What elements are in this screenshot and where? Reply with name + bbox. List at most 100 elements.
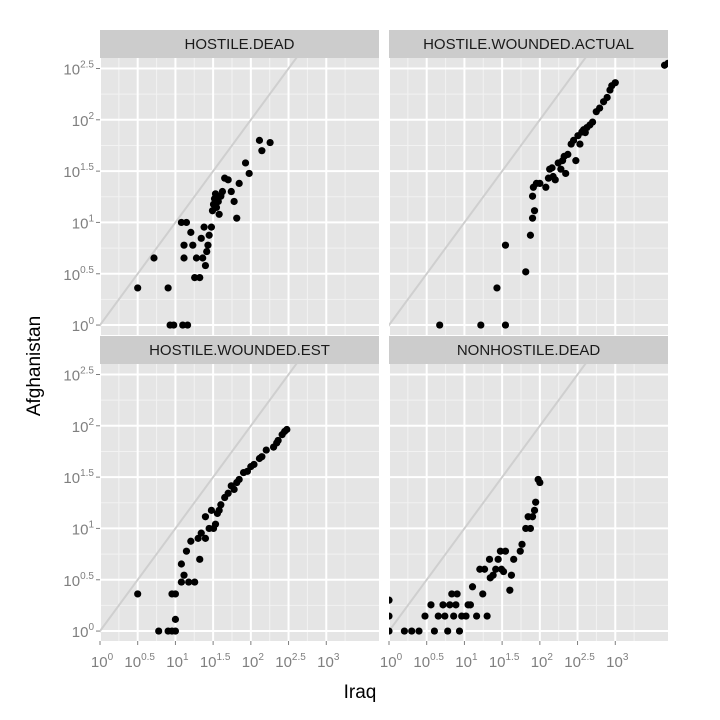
data-point: [528, 513, 537, 521]
data-point: [516, 547, 524, 555]
data-point: [506, 586, 514, 594]
panel-grid: [100, 364, 379, 641]
data-point: [258, 453, 266, 461]
x-tick-exponent: 0: [108, 652, 114, 663]
data-point: [532, 498, 540, 506]
y-tick-exponent: 1.5: [80, 468, 94, 479]
x-tick-label: 100.5: [413, 652, 444, 671]
data-point: [551, 176, 559, 184]
x-tick-base: 10: [606, 654, 623, 671]
data-point: [199, 254, 207, 262]
x-tick-label: 101.5: [200, 652, 231, 671]
data-point: [389, 612, 393, 620]
x-tick-base: 10: [317, 654, 334, 671]
facet-panel: HOSTILE.WOUNDED.EST: [100, 336, 379, 641]
data-point: [557, 165, 565, 173]
data-point: [207, 223, 216, 231]
y-tick-label: 101.5: [63, 468, 94, 487]
facet-strip-label: HOSTILE.WOUNDED.EST: [149, 342, 330, 359]
y-tick-label: 102: [72, 417, 95, 436]
data-point: [530, 506, 539, 514]
data-point: [250, 460, 258, 469]
data-point: [189, 241, 197, 249]
x-tick-base: 10: [531, 654, 548, 671]
data-point: [536, 478, 544, 487]
x-tick-base: 10: [200, 654, 217, 671]
data-point: [245, 169, 253, 178]
data-point: [255, 136, 264, 144]
data-point: [548, 164, 556, 172]
y-tick-base: 10: [72, 113, 89, 130]
panel-grid: [389, 364, 668, 641]
y-tick-base: 10: [72, 215, 89, 232]
data-point: [224, 176, 232, 184]
y-tick-label: 100.5: [63, 571, 94, 590]
x-tick-exponent: 3: [334, 652, 340, 663]
panels-layer: HOSTILE.DEAD HOSTILE.WOUNDED.ACTUAL HOSTIL…: [100, 30, 668, 641]
y-tick-base: 10: [72, 318, 89, 335]
data-point: [171, 627, 180, 635]
x-tick-base: 10: [380, 654, 397, 671]
data-point: [480, 565, 489, 573]
data-point: [596, 104, 604, 112]
data-point: [479, 590, 487, 598]
facet-strip: [389, 336, 668, 364]
x-tick-exponent: 1.5: [506, 652, 520, 663]
y-tick-base: 10: [63, 470, 80, 487]
data-point: [493, 284, 501, 292]
y-axis-title: Afghanistan: [24, 316, 45, 416]
data-point: [576, 140, 584, 148]
data-point: [466, 601, 474, 609]
x-tick-base: 10: [413, 654, 430, 671]
data-point: [522, 268, 530, 276]
reference-line: [389, 364, 587, 633]
x-tick-base: 10: [242, 654, 259, 671]
data-point: [233, 214, 241, 222]
data-point: [408, 627, 416, 635]
y-tick-exponent: 2.5: [80, 366, 94, 377]
data-point: [200, 223, 208, 231]
x-tick-exponent: 0.5: [430, 652, 444, 663]
data-point: [450, 612, 458, 620]
y-tick-base: 10: [63, 164, 80, 181]
x-tick-label: 102.5: [275, 652, 306, 671]
data-point: [197, 234, 205, 242]
y-tick-base: 10: [63, 62, 80, 79]
data-point: [217, 501, 225, 509]
facet-panel: HOSTILE.DEAD: [100, 30, 379, 335]
y-tick-base: 10: [72, 419, 89, 436]
data-point: [462, 612, 470, 620]
x-tick-label: 103: [317, 652, 340, 671]
data-point: [230, 485, 238, 494]
x-tick-label: 102: [531, 652, 554, 671]
data-point: [572, 157, 580, 165]
x-tick-exponent: 1: [472, 652, 478, 663]
data-point: [230, 197, 238, 206]
data-point: [177, 218, 185, 227]
data-point: [201, 261, 210, 270]
data-point: [180, 254, 188, 262]
data-point: [241, 159, 250, 167]
data-point: [191, 273, 199, 282]
data-point: [611, 79, 619, 87]
x-tick-label: 100.5: [124, 652, 155, 671]
data-point: [204, 241, 212, 249]
data-point: [194, 534, 202, 542]
x-axis: 100 100.5 101 101.5 102 102.5 103 100 100.5 101 10…: [91, 641, 629, 671]
x-tick-exponent: 1: [183, 652, 189, 663]
y-tick-exponent: 1: [88, 213, 94, 224]
y-tick-exponent: 1.5: [80, 162, 94, 173]
x-tick-exponent: 2.5: [581, 652, 595, 663]
data-point: [499, 567, 508, 576]
data-point: [185, 578, 193, 586]
x-tick-exponent: 2.5: [292, 652, 306, 663]
x-tick-base: 10: [166, 654, 183, 671]
data-point: [207, 506, 216, 514]
data-point: [441, 612, 449, 620]
data-point: [235, 475, 243, 484]
data-point: [455, 627, 464, 635]
data-point: [472, 612, 481, 620]
data-point: [192, 254, 201, 262]
data-point: [485, 555, 494, 563]
point-group: [134, 425, 291, 635]
